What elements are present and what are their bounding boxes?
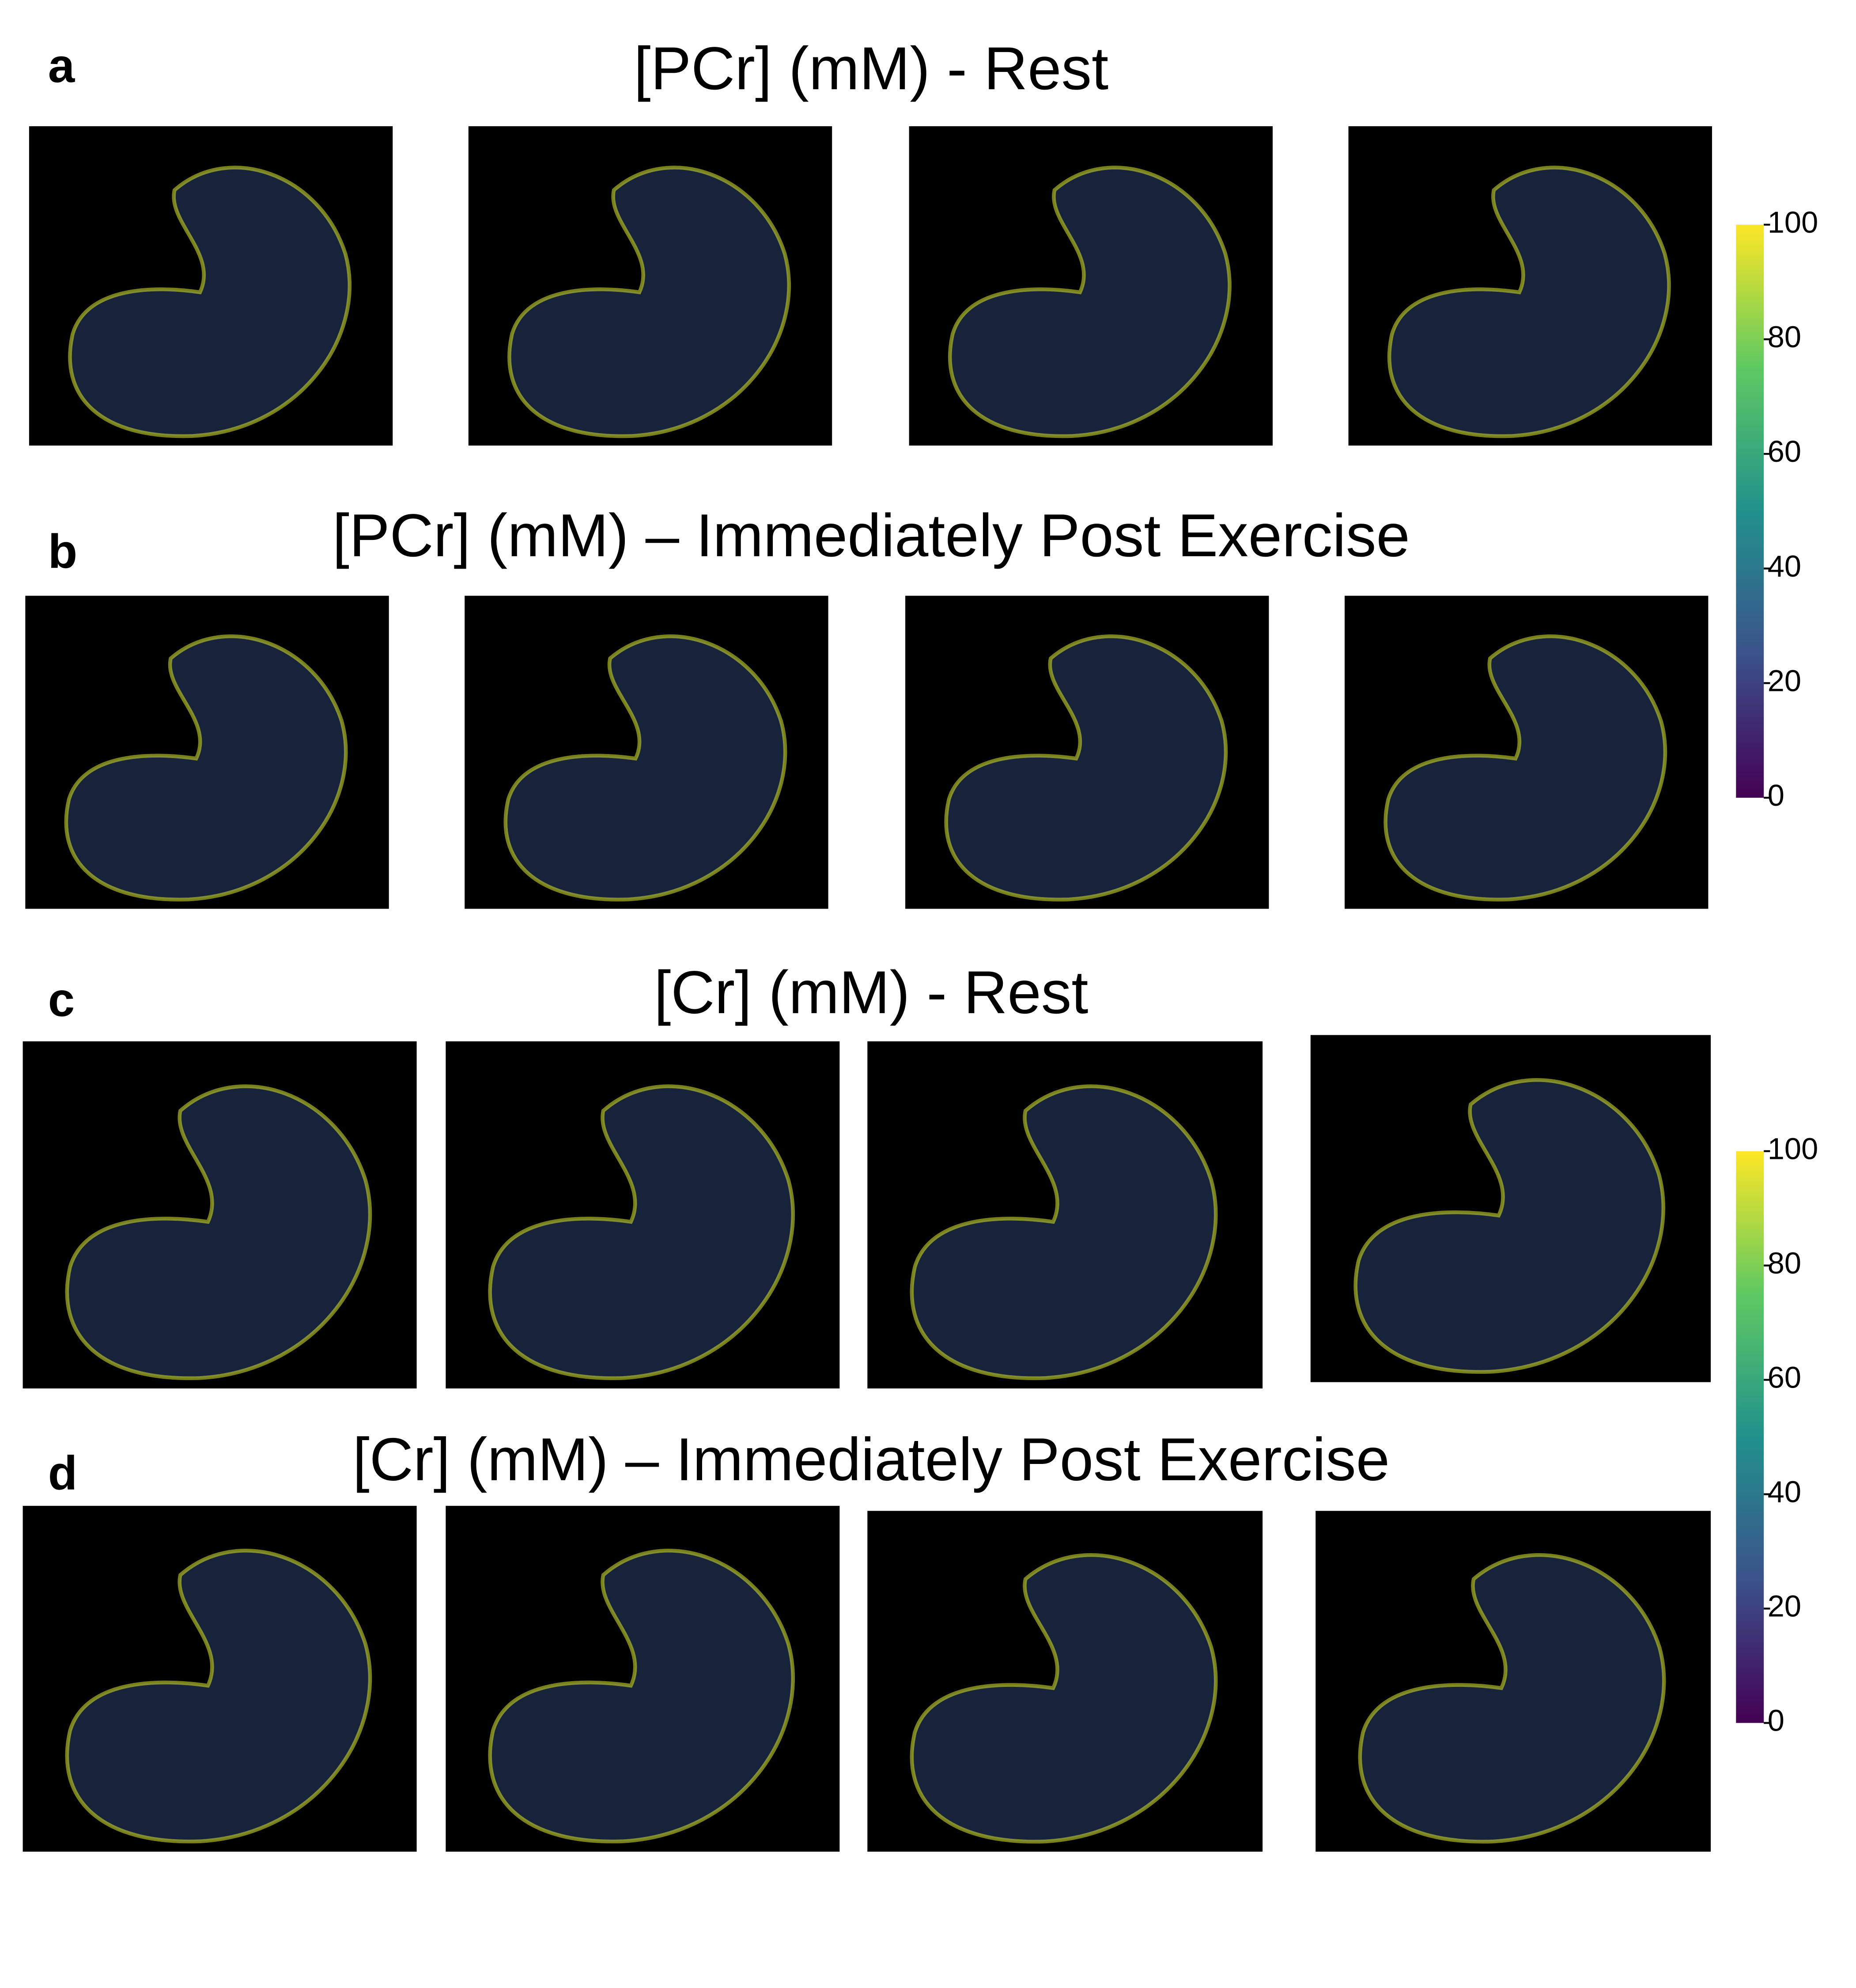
panel-title: [Cr] (mM) – Immediately Post Exercise bbox=[353, 1426, 1390, 1494]
colorbar-tick-label: 80 bbox=[1768, 320, 1801, 354]
tissue-region bbox=[488, 1084, 795, 1381]
tissue-region bbox=[944, 634, 1228, 902]
panel-title: [PCr] (mM) – Immediately Post Exercise bbox=[333, 502, 1410, 570]
tissue-region bbox=[948, 166, 1232, 438]
tissue-region bbox=[68, 166, 352, 438]
panel-title: [Cr] (mM) - Rest bbox=[654, 959, 1088, 1026]
colorbar-tick-label: 40 bbox=[1768, 549, 1801, 583]
colorbar-tick-label: 80 bbox=[1768, 1246, 1801, 1280]
colorbar-tick-label: 20 bbox=[1768, 664, 1801, 698]
panel-label: b bbox=[48, 525, 77, 579]
colorbar-tick-label: 60 bbox=[1768, 1361, 1801, 1395]
colorbar-tick-label: 60 bbox=[1768, 434, 1801, 468]
tissue-region bbox=[910, 1553, 1218, 1844]
tissue-region bbox=[1383, 634, 1667, 902]
tissue-region bbox=[910, 1084, 1218, 1381]
tissue-region bbox=[64, 634, 348, 902]
tissue-region bbox=[65, 1549, 372, 1844]
panel-label: a bbox=[48, 39, 76, 93]
colorbar-tick-label: 100 bbox=[1768, 1132, 1818, 1166]
tissue-region bbox=[488, 1549, 795, 1844]
colorbar-tick-label: 20 bbox=[1768, 1589, 1801, 1623]
tissue-region bbox=[1358, 1553, 1666, 1844]
colorbar-tick-label: 100 bbox=[1768, 205, 1818, 239]
tissue-region bbox=[65, 1084, 372, 1381]
tissue-region bbox=[507, 166, 791, 438]
colorbar-tick-label: 0 bbox=[1768, 1704, 1784, 1738]
colorbar-tick-label: 40 bbox=[1768, 1475, 1801, 1509]
panel-label: d bbox=[48, 1447, 77, 1500]
panel-label: c bbox=[48, 973, 75, 1027]
colorbar-tick-label: 0 bbox=[1768, 778, 1784, 812]
panel-title: [PCr] (mM) - Rest bbox=[634, 35, 1108, 102]
tissue-region bbox=[1387, 166, 1671, 438]
tissue-region bbox=[1353, 1078, 1665, 1374]
colorbar bbox=[1736, 1151, 1764, 1723]
colorbar bbox=[1736, 224, 1764, 798]
tissue-region bbox=[503, 634, 787, 902]
